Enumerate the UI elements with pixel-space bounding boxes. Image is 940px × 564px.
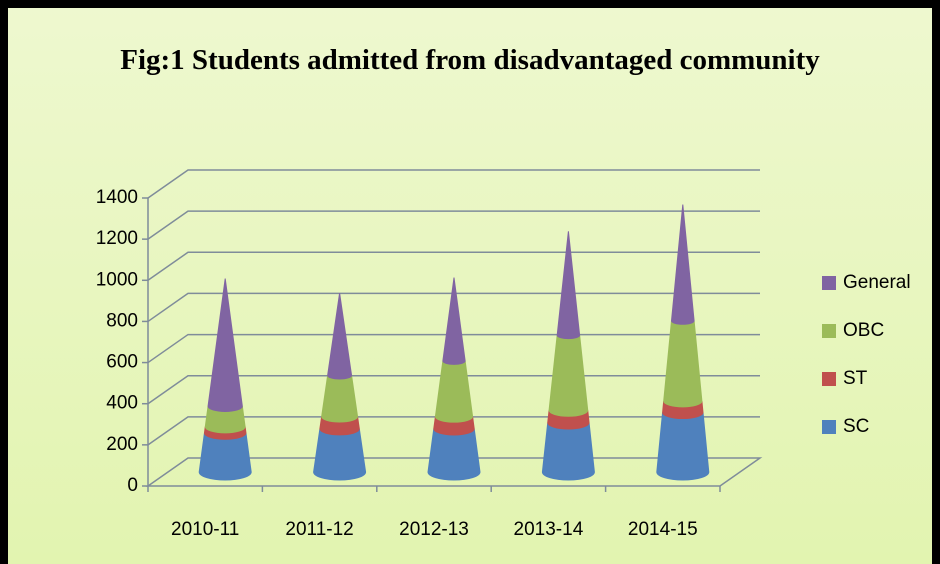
cone-segment (198, 432, 252, 481)
cone-segment (442, 277, 466, 365)
chart: 0 200 400 600 800 1000 1200 1400 2010-11 2011-12 2… (96, 169, 911, 540)
legend-swatch (822, 420, 836, 434)
x-tick-label: 2013-14 (514, 519, 584, 540)
x-tick-label: 2014-15 (628, 519, 698, 540)
cone-segment (207, 278, 243, 412)
grid-line (147, 251, 760, 281)
cone-segment (434, 360, 474, 423)
cone-segment (313, 428, 367, 481)
y-tick-label: 600 (106, 352, 138, 373)
y-tick-label: 1400 (96, 187, 138, 208)
cone-segment (327, 292, 353, 380)
chart-title: Fig:1 Students admitted from disadvantag… (120, 44, 820, 76)
cone-segment (656, 412, 710, 481)
x-tick-label: 2011-12 (285, 519, 353, 540)
y-tick-label: 0 (127, 475, 138, 496)
cone-segment (427, 428, 481, 481)
grid-line (147, 169, 760, 199)
y-tick-label: 1200 (96, 228, 138, 249)
legend-swatch (822, 372, 836, 386)
cone-segment (321, 375, 359, 423)
x-tick-label: 2012-13 (399, 519, 469, 540)
legend-swatch (822, 324, 836, 338)
y-tick-label: 1000 (96, 269, 138, 290)
y-tick-label: 800 (106, 310, 138, 331)
legend-label: General (843, 272, 911, 293)
cone-segment (556, 231, 581, 340)
legend-label: SC (843, 416, 869, 437)
y-tick-label: 200 (106, 434, 138, 455)
legend-swatch (822, 276, 836, 290)
cone-segment (541, 422, 595, 481)
legend-label: OBC (843, 320, 884, 341)
x-tick-label: 2010-11 (171, 519, 239, 540)
floor (145, 457, 763, 487)
cone-segment (663, 320, 703, 408)
y-tick-label: 400 (106, 393, 138, 414)
grid-line (147, 210, 760, 240)
cone-segment (548, 335, 589, 417)
cone-segment (670, 204, 695, 325)
legend-label: ST (843, 368, 868, 389)
